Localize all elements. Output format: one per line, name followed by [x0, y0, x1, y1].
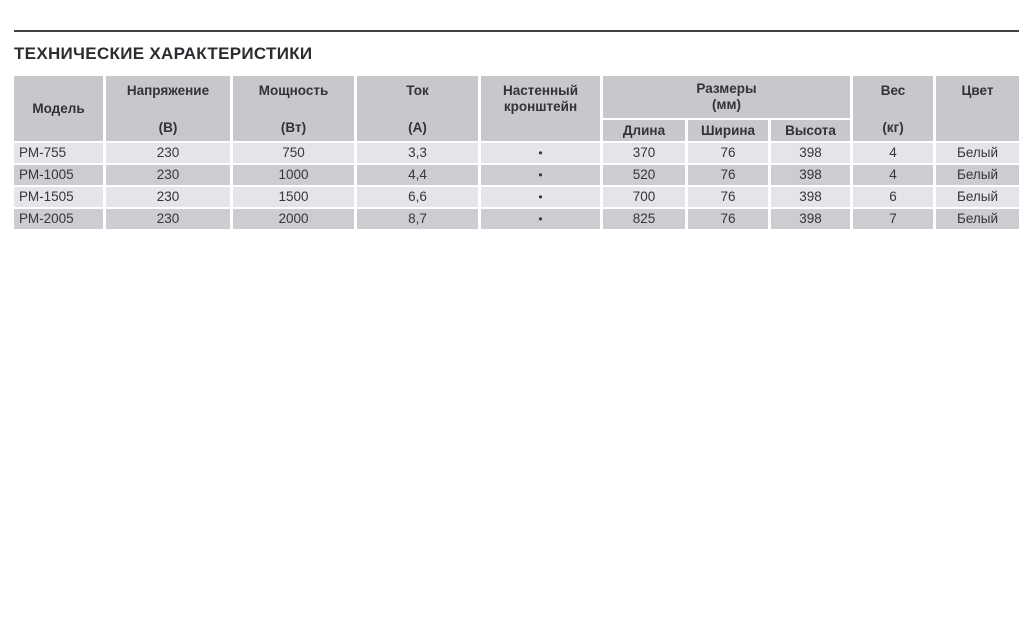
cell-power: 750	[233, 143, 354, 163]
cell-voltage: 230	[106, 165, 230, 185]
spec-table: Модель Напряжение (В) Мощность (Вт) Ток …	[14, 76, 1019, 229]
cell-model: РМ-755	[14, 143, 103, 163]
cell-power: 1500	[233, 187, 354, 207]
cell-color: Белый	[936, 187, 1019, 207]
header-dimensions-unit: (мм)	[712, 97, 741, 112]
header-weight-label: Вес	[880, 83, 906, 98]
cell-length: 520	[603, 165, 685, 185]
header-cell-length: Длина	[603, 120, 685, 141]
cell-voltage: 230	[106, 209, 230, 229]
cell-weight: 4	[853, 143, 933, 163]
cell-current: 8,7	[357, 209, 478, 229]
header-current-label: Ток	[406, 83, 429, 98]
header-dimensions-label: Размеры	[696, 81, 757, 96]
cell-weight: 6	[853, 187, 933, 207]
header-power-unit: (Вт)	[280, 120, 307, 135]
cell-width: 76	[688, 143, 768, 163]
header-cell-model: Модель	[14, 76, 103, 141]
cell-model: РМ-1505	[14, 187, 103, 207]
cell-bracket-bullet: •	[481, 209, 600, 229]
header-cell-power: Мощность (Вт)	[233, 76, 354, 141]
header-cell-height: Высота	[771, 120, 850, 141]
header-cell-weight: Вес (кг)	[853, 76, 933, 141]
cell-length: 370	[603, 143, 685, 163]
header-voltage-unit: (В)	[158, 120, 178, 135]
page: ТЕХНИЧЕСКИЕ ХАРАКТЕРИСТИКИ Модель Напряж…	[0, 30, 1029, 229]
cell-weight: 7	[853, 209, 933, 229]
cell-color: Белый	[936, 143, 1019, 163]
cell-bracket-bullet: •	[481, 187, 600, 207]
header-cell-current: Ток (А)	[357, 76, 478, 141]
header-current-unit: (А)	[408, 120, 427, 135]
cell-width: 76	[688, 209, 768, 229]
cell-model: РМ-1005	[14, 165, 103, 185]
cell-width: 76	[688, 187, 768, 207]
cell-height: 398	[771, 143, 850, 163]
cell-power: 2000	[233, 209, 354, 229]
header-color-label: Цвет	[961, 83, 994, 98]
cell-height: 398	[771, 209, 850, 229]
cell-height: 398	[771, 187, 850, 207]
page-title: ТЕХНИЧЕСКИЕ ХАРАКТЕРИСТИКИ	[14, 44, 313, 63]
cell-color: Белый	[936, 209, 1019, 229]
header-voltage-label: Напряжение	[126, 83, 210, 98]
cell-model: РМ-2005	[14, 209, 103, 229]
cell-current: 4,4	[357, 165, 478, 185]
header-model-label: Модель	[32, 100, 85, 116]
header-weight-unit: (кг)	[882, 120, 904, 135]
cell-power: 1000	[233, 165, 354, 185]
header-cell-voltage: Напряжение (В)	[106, 76, 230, 141]
cell-current: 3,3	[357, 143, 478, 163]
header-power-label: Мощность	[258, 83, 329, 98]
cell-length: 700	[603, 187, 685, 207]
title-rule	[14, 30, 1019, 32]
header-cell-dimensions-group: Размеры (мм)	[603, 76, 850, 118]
cell-bracket-bullet: •	[481, 143, 600, 163]
cell-bracket-bullet: •	[481, 165, 600, 185]
cell-length: 825	[603, 209, 685, 229]
cell-width: 76	[688, 165, 768, 185]
cell-color: Белый	[936, 165, 1019, 185]
cell-voltage: 230	[106, 187, 230, 207]
cell-current: 6,6	[357, 187, 478, 207]
cell-weight: 4	[853, 165, 933, 185]
header-cell-width: Ширина	[688, 120, 768, 141]
header-bracket-line2: кронштейн	[503, 99, 578, 114]
header-cell-bracket: Настенный кронштейн	[481, 76, 600, 141]
header-cell-color: Цвет	[936, 76, 1019, 141]
cell-voltage: 230	[106, 143, 230, 163]
cell-height: 398	[771, 165, 850, 185]
header-bracket-line1: Настенный	[502, 83, 579, 98]
